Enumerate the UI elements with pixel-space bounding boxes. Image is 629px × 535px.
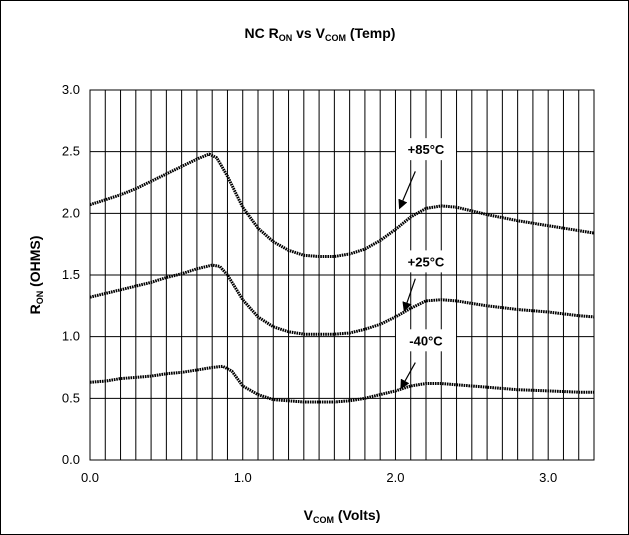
x-axis-label-part: V — [304, 507, 314, 523]
y-axis-label-part: R — [27, 304, 43, 314]
x-axis-label-part: (Volts) — [334, 507, 380, 523]
annotations: +85°C +25°C -40°C — [396, 138, 456, 390]
series-annotation-label: +85°C — [408, 142, 445, 157]
y-axis-label-part: (OHMS) — [27, 236, 43, 291]
series-line — [89, 263, 595, 336]
y-tick-label: 1.0 — [62, 329, 80, 344]
chart-title-part: (Temp) — [346, 25, 396, 41]
x-axis-label-subscript: COM — [313, 515, 334, 525]
chart-title-part: NC R — [245, 25, 279, 41]
annotation-arrow — [398, 171, 416, 210]
chart-title: NC RON vs VCOM (Temp) — [245, 25, 396, 43]
series-line — [89, 364, 594, 404]
x-tick-label: 2.0 — [386, 470, 404, 485]
chart-title-subscript: COM — [325, 33, 346, 43]
x-tick-label: 3.0 — [539, 470, 557, 485]
y-tick-label: 1.5 — [62, 267, 80, 282]
series-annotation-label: -40°C — [409, 333, 443, 348]
series-annotation-label: +25°C — [408, 254, 445, 269]
grid — [89, 89, 595, 461]
x-axis-label: VCOM (Volts) — [304, 507, 381, 525]
y-tick-label: 2.0 — [62, 205, 80, 220]
x-tick-label: 1.0 — [234, 470, 252, 485]
annotation-background — [396, 329, 456, 352]
y-tick-label: 3.0 — [62, 82, 80, 97]
y-axis-label-subscript: ON — [35, 291, 45, 305]
annotation-arrow — [400, 362, 416, 390]
y-tick-label: 0.5 — [62, 390, 80, 405]
chart-title-part: vs V — [292, 25, 325, 41]
chart-title-subscript: ON — [279, 33, 293, 43]
annotation-background — [396, 250, 456, 273]
annotation-arrow — [402, 278, 416, 312]
x-tick-label: 0.0 — [81, 470, 99, 485]
tick-labels: 0.0 0.5 1.0 1.5 2.0 2.5 3.0 0.0 1.0 2.0 3.0 — [62, 82, 557, 485]
annotation-background — [396, 138, 456, 161]
series-lines — [89, 152, 595, 404]
y-tick-label: 0.0 — [62, 452, 80, 467]
plot-area-border — [89, 89, 595, 461]
y-axis-label: RON (OHMS) — [27, 236, 45, 315]
series-line — [89, 152, 595, 258]
y-tick-label: 2.5 — [62, 144, 80, 159]
